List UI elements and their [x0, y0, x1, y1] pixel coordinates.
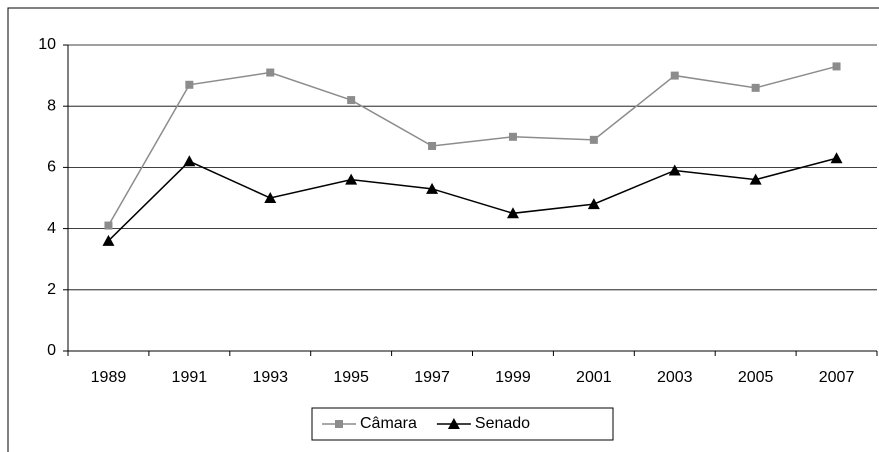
- chart-frame: [7, 7, 879, 452]
- y-tick-label: 8: [47, 97, 56, 114]
- y-tick-label: 10: [38, 36, 56, 53]
- x-tick-label: 2003: [657, 369, 693, 386]
- data-point: [832, 62, 841, 71]
- x-tick-label: 2005: [738, 369, 774, 386]
- x-tick-label: 1989: [91, 369, 127, 386]
- x-tick-label: 1993: [252, 369, 288, 386]
- data-point: [183, 155, 196, 167]
- x-tick-label: 1991: [172, 369, 208, 386]
- series-line: [107, 157, 837, 242]
- x-tick-label: 2007: [819, 369, 855, 386]
- data-point: [266, 68, 275, 77]
- data-point: [264, 192, 277, 203]
- data-point: [185, 80, 194, 89]
- data-point: [589, 135, 598, 144]
- legend-marker: [335, 420, 343, 428]
- data-point: [508, 132, 517, 141]
- y-tick-label: 2: [47, 281, 56, 298]
- y-tick-label: 4: [47, 220, 56, 237]
- y-tick-label: 6: [47, 159, 56, 176]
- y-tick-label: 0: [47, 342, 56, 359]
- legend-marker: [447, 418, 460, 429]
- x-tick-label: 2001: [576, 369, 612, 386]
- data-point: [668, 164, 681, 176]
- series-line: [107, 65, 837, 226]
- data-point: [587, 198, 600, 210]
- data-point: [751, 83, 760, 92]
- data-point: [670, 71, 679, 80]
- data-point: [102, 234, 115, 246]
- x-tick-label: 1999: [495, 369, 531, 386]
- data-point: [347, 96, 356, 105]
- data-point: [345, 173, 358, 185]
- data-point: [428, 141, 437, 150]
- legend-label: Câmara: [360, 415, 417, 432]
- data-point: [506, 207, 519, 219]
- data-point: [749, 173, 762, 185]
- legend-label: Senado: [475, 415, 530, 432]
- x-tick-label: 1995: [333, 369, 369, 386]
- data-point: [426, 182, 439, 194]
- data-point: [104, 221, 113, 230]
- data-point: [830, 152, 843, 164]
- x-tick-label: 1997: [414, 369, 450, 386]
